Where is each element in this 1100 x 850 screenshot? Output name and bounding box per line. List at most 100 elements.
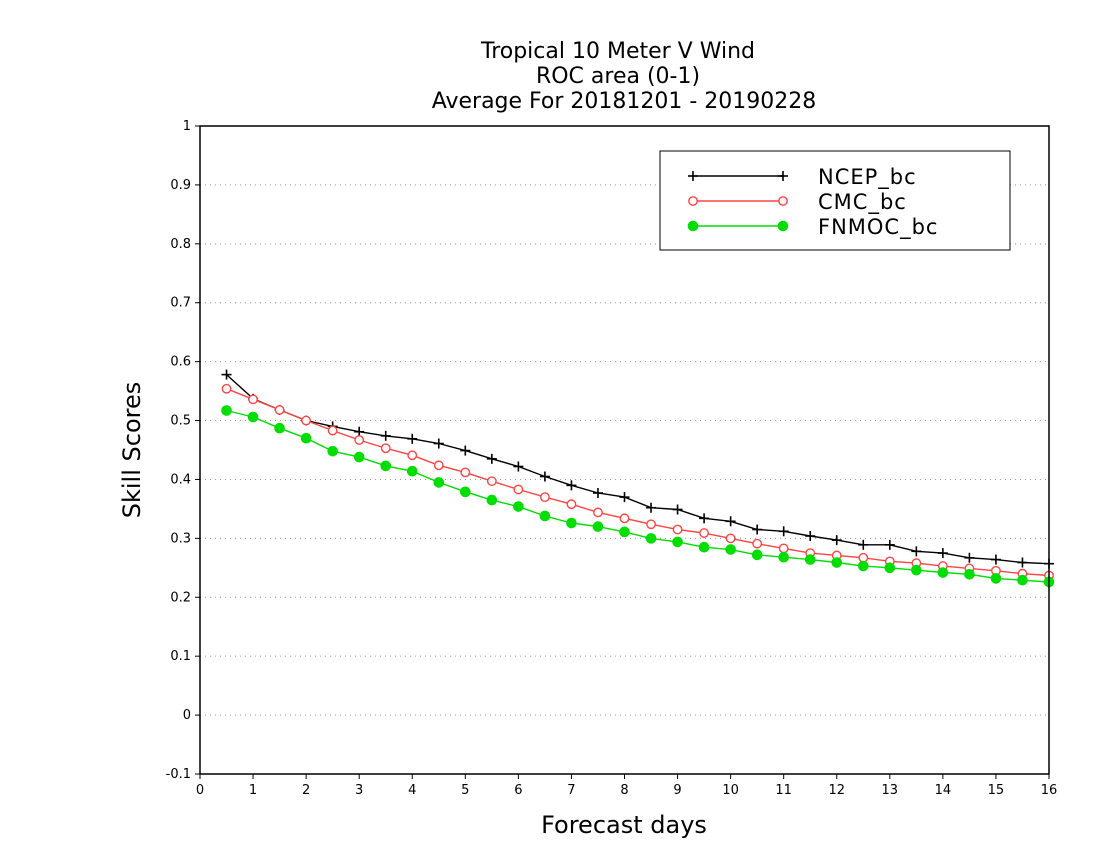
- series-ncep-bc-point: [937, 548, 948, 559]
- series-fnmoc-bc-legend-point: [777, 220, 789, 232]
- series-ncep-bc-legend-label: NCEP_bc: [818, 165, 917, 190]
- chart-title-line-3: Average For 20181201 - 20190228: [432, 89, 817, 114]
- series-fnmoc-bc-legend-point: [687, 220, 699, 232]
- series-fnmoc-bc-point: [619, 526, 630, 538]
- series-ncep-bc-point: [964, 552, 975, 563]
- series-cmc-bc-point: [380, 443, 391, 454]
- y-tick-label: 0.5: [170, 414, 191, 429]
- series-fnmoc-bc-point: [327, 445, 338, 457]
- y-tick-label: 0: [183, 708, 191, 723]
- x-tick-label: 16: [1041, 783, 1058, 798]
- x-tick-label: 14: [935, 783, 952, 798]
- series-fnmoc-bc-point: [539, 510, 551, 522]
- series-ncep-bc-point: [354, 426, 365, 437]
- series-cmc-bc-point: [274, 405, 285, 415]
- y-tick-label: 0.4: [170, 472, 191, 487]
- series-fnmoc-bc-point: [698, 541, 710, 553]
- series-fnmoc-bc-point: [725, 544, 736, 555]
- x-tick-label: 9: [673, 783, 681, 798]
- series-fnmoc-bc-point: [751, 549, 763, 561]
- series-cmc-bc-point: [354, 435, 365, 445]
- series-fnmoc-bc-point: [1017, 574, 1028, 586]
- series-fnmoc-bc-point: [460, 486, 471, 498]
- series-fnmoc-bc-point: [804, 554, 816, 565]
- series-fnmoc-bc-point: [353, 451, 365, 463]
- series-ncep-bc-point: [592, 488, 603, 499]
- series-cmc-bc-line: [226, 388, 1050, 577]
- x-tick-label: 13: [882, 783, 899, 798]
- y-tick-label: 0.2: [170, 590, 191, 605]
- series-cmc-bc-point: [433, 460, 444, 471]
- series-ncep-bc-point: [990, 554, 1001, 565]
- series-cmc-bc-point: [593, 507, 603, 518]
- series-ncep-bc-point: [752, 524, 763, 535]
- x-tick-label: 8: [620, 783, 628, 798]
- series-cmc-bc-point: [619, 513, 630, 524]
- y-tick-label: 0.9: [170, 178, 191, 193]
- series-cmc-bc-point: [301, 415, 312, 426]
- x-tick-label: 2: [302, 783, 310, 798]
- series-fnmoc-bc-point: [911, 564, 922, 576]
- x-tick-label: 15: [988, 783, 1005, 798]
- series-fnmoc-bc-point: [221, 405, 232, 416]
- x-tick-label: 12: [828, 783, 845, 798]
- series-ncep-bc-point: [407, 433, 418, 444]
- series-cmc-bc-legend-point: [688, 196, 698, 206]
- series-cmc-bc-point: [407, 450, 418, 461]
- x-tick-label: 6: [514, 783, 522, 798]
- series-cmc-bc-point: [460, 467, 471, 478]
- series-ncep-bc-point: [725, 516, 736, 527]
- chart-title-line-2: ROC area (0-1): [536, 64, 700, 89]
- y-tick-label: 0.7: [170, 296, 191, 311]
- y-tick-label: 0.8: [170, 237, 191, 252]
- series-ncep-bc-point: [858, 539, 869, 550]
- series-cmc-bc-point: [858, 552, 869, 563]
- series-fnmoc-bc-point: [380, 460, 392, 472]
- series-fnmoc-bc-point: [672, 536, 683, 548]
- x-tick-label: 10: [722, 783, 739, 798]
- series-ncep-bc-point: [566, 480, 577, 491]
- grid: [200, 184, 1049, 716]
- series-ncep-bc-point: [221, 369, 232, 380]
- series-ncep-bc-point: [380, 430, 391, 441]
- series-fnmoc-bc-point: [857, 560, 869, 572]
- series-ncep-bc-point: [646, 502, 657, 513]
- series-cmc-bc-point: [725, 533, 736, 544]
- series-ncep-bc-point: [672, 504, 683, 515]
- series-ncep-bc-legend-point: [778, 171, 788, 181]
- x-tick-label: 7: [567, 783, 575, 798]
- series-cmc-bc-point: [221, 383, 232, 394]
- series-lines: [221, 369, 1055, 588]
- series-ncep-bc-point: [831, 535, 842, 546]
- series-ncep-bc-point: [778, 526, 789, 537]
- y-tick-label: 0.3: [170, 531, 191, 546]
- series-fnmoc-bc-point: [513, 501, 524, 512]
- y-tick-label: 0.1: [170, 649, 191, 664]
- series-fnmoc-bc-point: [778, 551, 789, 563]
- series-fnmoc-bc-point: [645, 533, 657, 544]
- series-fnmoc-bc-point: [300, 432, 312, 444]
- x-axis-label: Forecast days: [541, 811, 707, 839]
- y-tick-label: 0.6: [170, 355, 191, 370]
- series-cmc-bc-point: [566, 499, 577, 510]
- series-cmc-bc-legend-point: [778, 196, 788, 206]
- y-tick-label: -0.1: [166, 767, 191, 782]
- series-cmc-bc-point: [248, 394, 258, 405]
- series-fnmoc-bc-point: [831, 557, 843, 568]
- series-cmc-bc-point: [699, 528, 709, 538]
- series-ncep-bc-point: [911, 546, 922, 557]
- chart-title-line-1: Tropical 10 Meter V Wind: [480, 39, 755, 64]
- series-fnmoc-bc-point: [566, 517, 577, 529]
- series-cmc-bc-point: [540, 492, 550, 503]
- series-cmc-bc-point: [672, 524, 683, 535]
- series-ncep-bc-point: [699, 513, 710, 524]
- series-ncep-bc-legend-point: [688, 171, 698, 181]
- series-fnmoc-bc-point: [433, 477, 445, 488]
- series-fnmoc-bc-point: [964, 568, 975, 580]
- series-fnmoc-bc-legend-label: FNMOC_bc: [818, 215, 938, 240]
- y-tick-label: 1: [183, 119, 191, 134]
- series-fnmoc-bc-point: [937, 567, 949, 578]
- series-cmc-bc-point: [646, 519, 656, 530]
- y-axis-label: Skill Scores: [118, 382, 146, 519]
